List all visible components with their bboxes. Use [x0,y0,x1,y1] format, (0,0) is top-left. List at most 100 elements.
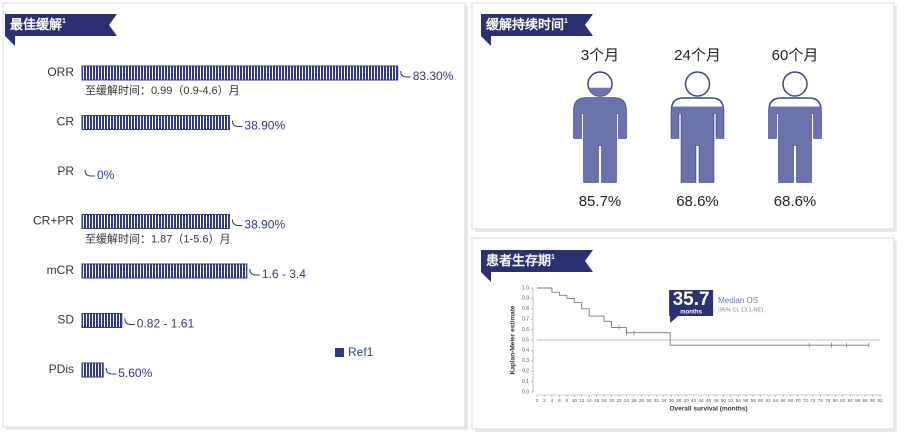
leader [231,219,243,226]
median-value: 35.7 [673,289,710,310]
x-tick-label: 66 [781,398,787,403]
y-tick-label: 1.0 [522,285,529,291]
x-tick-label: 42 [691,398,697,403]
x-tick-label: 8 [566,398,569,403]
y-axis-label: Kaplan-Meier estimate [510,305,517,374]
x-tick-label: 88 [863,398,869,403]
category-label: CR [57,115,75,129]
x-tick-label: 44 [698,398,704,403]
x-tick-label: 30 [646,398,652,403]
x-tick-label: 60 [758,398,764,403]
bar [81,115,230,130]
header: 患者生存期1 [481,250,593,282]
bar [81,263,248,279]
x-tick-label: 2 [543,398,546,403]
x-tick-label: 70 [795,398,801,403]
y-tick-label: 0.8 [522,306,529,312]
header: 缓解持续时间1 [481,14,593,46]
y-tick-label: 0.4 [522,348,529,354]
x-tick-label: 62 [766,398,772,403]
title: 患者生存期 [486,253,551,268]
x-tick-label: 80 [833,398,839,403]
legend-label: Ref1 [348,345,374,359]
y-tick-label: 0.5 [522,337,529,343]
category-label: PDis [49,362,74,376]
x-tick-label: 10 [572,398,578,403]
median-unit: months [680,310,702,316]
leader [84,169,95,177]
title-note: 1 [551,254,555,261]
bar [81,362,104,378]
y-tick-label: 0.3 [522,358,529,364]
note: 至缓解时间：0.99（0.9-4.6）月 [85,83,240,97]
callout [669,290,714,316]
median-ci: (95% CI, 13.1-NE) [718,307,763,313]
x-tick-label: 4 [551,398,554,403]
leader [105,367,117,375]
x-tick-label: 54 [736,398,742,403]
x-tick-label: 26 [631,398,637,403]
note: 至缓解时间：1.87（1-5.6）月 [85,231,230,245]
x-tick-label: 74 [810,398,816,403]
category-label: PR [57,164,74,178]
x-tick-label: 36 [669,398,675,403]
y-tick-label: 0.2 [522,369,529,375]
x-tick-label: 52 [728,398,734,403]
x-tick-label: 14 [587,398,593,403]
value-label: 0.82 - 1.61 [137,317,195,331]
y-tick-label: 0.0 [522,389,529,395]
x-tick-label: 82 [840,398,846,403]
x-tick-label: 56 [743,398,749,403]
value-label: 5.60% [118,366,152,380]
svg-text:最佳缓解1: 最佳缓解1 [10,17,66,32]
value-label: 68.6% [774,193,817,210]
x-tick-label: 84 [848,398,854,403]
x-tick-label: 78 [825,398,831,403]
survival-curve [537,287,869,346]
value-label: 83.30% [413,69,454,83]
x-tick-label: 46 [706,398,712,403]
x-tick-label: 24 [624,398,630,403]
category-label: 3个月 [581,47,619,64]
x-tick-label: 34 [661,398,667,403]
x-tick-label: 76 [818,398,824,403]
leader [249,268,260,276]
y-tick-label: 0.6 [522,327,529,333]
title: 缓解持续时间 [486,17,564,32]
x-tick-label: 0 [536,398,539,403]
leader [231,120,243,127]
title: 最佳缓解 [10,17,62,32]
y-tick-label: 0.1 [522,379,529,385]
x-tick-label: 40 [684,398,690,403]
header: 最佳缓解1 [5,14,117,46]
category-label: mCR [47,263,75,277]
x-tick-label: 22 [616,398,622,403]
x-tick-label: 50 [721,398,727,403]
value-label: 68.6% [676,193,719,210]
x-tick-label: 32 [654,398,660,403]
x-tick-label: 58 [751,398,757,403]
title-note: 1 [564,18,568,25]
x-tick-label: 20 [609,398,615,403]
y-tick-label: 0.9 [522,296,529,302]
callout-pointer [670,316,679,323]
x-tick-label: 90 [870,398,876,403]
bar [81,214,230,229]
legend-swatch [335,348,344,357]
svg-text:缓解持续时间1: 缓解持续时间1 [486,17,568,32]
leader [400,70,411,78]
title-note: 1 [62,18,66,25]
x-tick-label: 86 [855,398,861,403]
icon-outline [684,71,711,97]
x-tick-label: 48 [713,398,719,403]
value-label: 1.6 - 3.4 [262,267,306,281]
value-label: 85.7% [579,193,622,210]
x-tick-label: 16 [594,398,600,403]
x-tick-label: 68 [788,398,794,403]
x-tick-label: 6 [558,398,561,403]
category-label: CR+PR [33,214,74,228]
category-label: 24个月 [674,47,721,64]
bar [81,313,123,328]
value-label: 0% [97,168,115,182]
